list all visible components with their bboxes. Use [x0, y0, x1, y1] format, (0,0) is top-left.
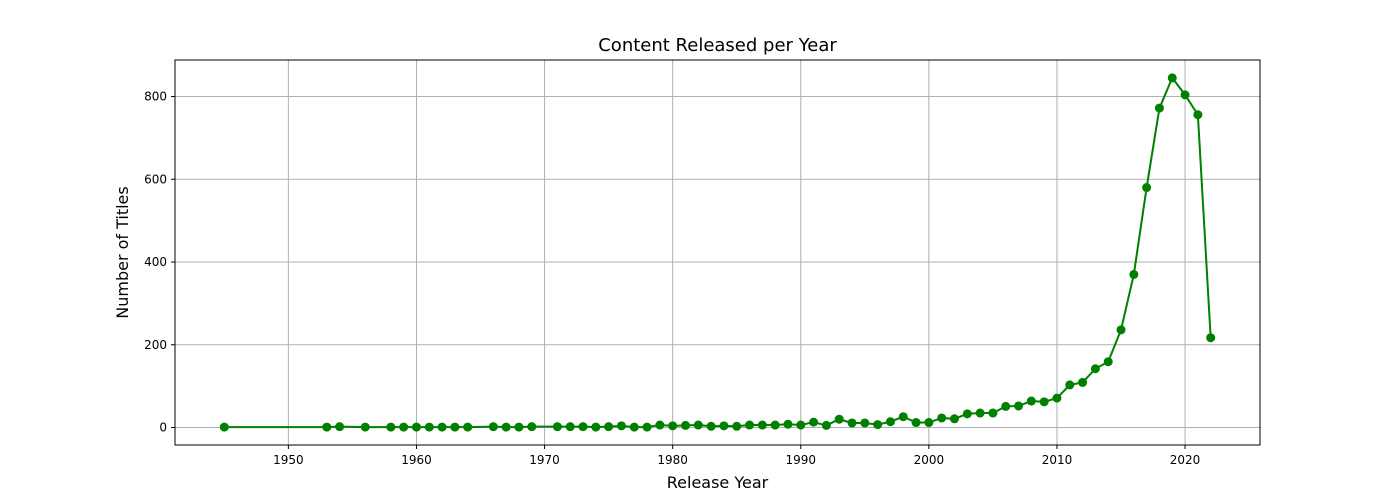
data-point [706, 421, 716, 431]
data-point [783, 419, 793, 429]
x-tick-label: 2020 [1170, 453, 1201, 467]
x-tick-label: 1990 [785, 453, 816, 467]
data-point [386, 422, 396, 432]
data-point [565, 422, 575, 432]
data-point [335, 422, 345, 432]
data-point [437, 422, 447, 432]
data-point [680, 420, 690, 430]
data-point [860, 418, 870, 428]
data-point [552, 422, 562, 432]
data-point [962, 409, 972, 419]
x-tick-label: 1960 [401, 453, 432, 467]
data-point [219, 422, 229, 432]
data-point [668, 421, 678, 431]
data-point [937, 413, 947, 423]
y-tick-label: 400 [144, 255, 167, 269]
data-point [1014, 401, 1024, 411]
x-axis-label: Release Year [667, 473, 769, 492]
data-point [604, 422, 614, 432]
data-point [1078, 377, 1088, 387]
y-axis-label: Number of Titles [113, 186, 132, 319]
data-point [1154, 103, 1164, 113]
data-point [1026, 396, 1036, 406]
x-tick-label: 2010 [1042, 453, 1073, 467]
data-point [629, 422, 639, 432]
data-point [911, 418, 921, 428]
data-point [847, 418, 857, 428]
data-point [322, 422, 332, 432]
data-point [655, 420, 665, 430]
data-point [488, 422, 498, 432]
data-point [463, 422, 473, 432]
data-point [578, 422, 588, 432]
data-point [411, 422, 421, 432]
data-point [360, 422, 370, 432]
data-point [642, 422, 652, 432]
data-point [988, 408, 998, 418]
data-point [924, 418, 934, 428]
data-point [898, 412, 908, 422]
data-point [501, 422, 511, 432]
x-tick-label: 1950 [273, 453, 304, 467]
data-point [873, 420, 883, 430]
data-point [424, 422, 434, 432]
data-point [1065, 380, 1075, 390]
y-tick-label: 200 [144, 338, 167, 352]
data-point [1193, 110, 1203, 120]
data-point [1180, 90, 1190, 100]
data-point [770, 420, 780, 430]
data-point [975, 408, 985, 418]
data-point [1129, 269, 1139, 279]
data-point [719, 421, 729, 431]
data-point [757, 420, 767, 430]
data-point [1103, 357, 1113, 367]
x-tick-label: 2000 [914, 453, 945, 467]
data-point [1090, 364, 1100, 374]
data-point [796, 420, 806, 430]
data-point [616, 421, 626, 431]
data-point [1052, 393, 1062, 403]
data-point [693, 420, 703, 430]
data-point [1142, 183, 1152, 193]
data-point [1001, 401, 1011, 411]
y-tick-label: 600 [144, 172, 167, 186]
ticks-layer: 1950 1960 1970 1980 1990 2000 2010 2020 0 200 400 6… [144, 90, 1200, 467]
data-point [745, 420, 755, 430]
data-point [1167, 73, 1177, 83]
series-layer [219, 73, 1216, 432]
data-point [450, 422, 460, 432]
y-tick-label: 0 [159, 421, 167, 435]
y-tick-label: 800 [144, 90, 167, 104]
data-point [514, 422, 524, 432]
data-point [1039, 397, 1049, 407]
series-line [224, 75, 1212, 429]
data-point [399, 422, 409, 432]
data-point [949, 414, 959, 424]
data-point [732, 421, 742, 431]
data-point [591, 422, 601, 432]
data-point [885, 417, 895, 427]
data-point [834, 414, 844, 424]
plot-frame [174, 59, 1261, 446]
x-tick-label: 1970 [529, 453, 560, 467]
data-point [527, 422, 537, 432]
x-tick-label: 1980 [657, 453, 688, 467]
chart-title: Content Released per Year [598, 35, 837, 56]
grid-layer [175, 60, 1260, 445]
data-point [821, 420, 831, 430]
data-point [1116, 325, 1126, 335]
data-point [1206, 333, 1216, 343]
data-point [809, 417, 819, 427]
